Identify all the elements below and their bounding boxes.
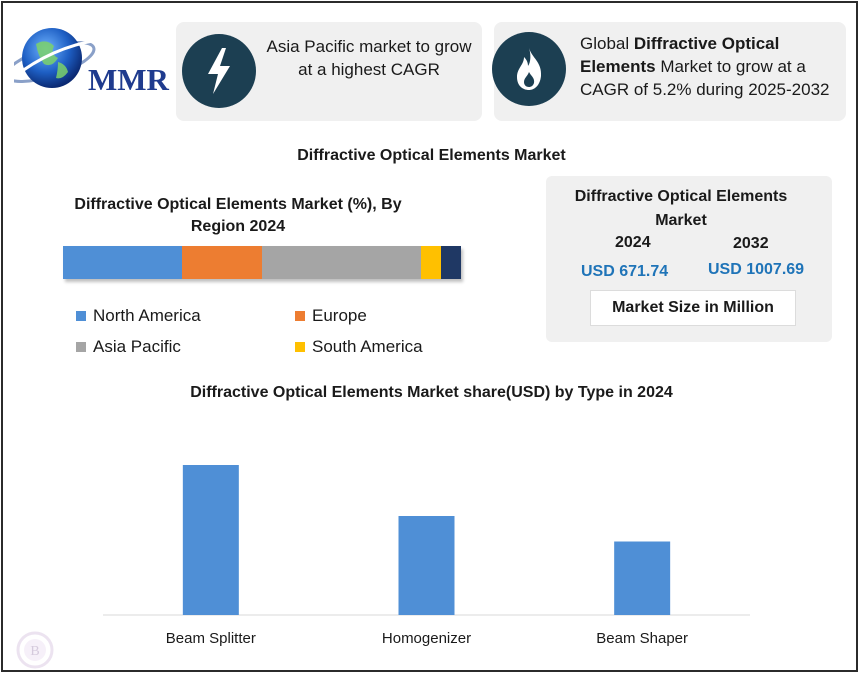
region-stacked-bar — [63, 246, 461, 279]
mmr-logo — [14, 28, 99, 88]
stack-segment-3 — [421, 246, 442, 279]
card1-text: Asia Pacific market to grow at a highest… — [266, 37, 472, 79]
region-chart-title: Diffractive Optical Elements Market (%),… — [48, 194, 428, 238]
legend-label: Asia Pacific — [93, 337, 181, 356]
region-title-line1: Diffractive Optical Elements Market (%),… — [74, 196, 402, 213]
market-size-card: Diffractive Optical Elements Market 2024… — [546, 176, 832, 342]
legend-swatch — [295, 342, 305, 352]
type-chart-title: Diffractive Optical Elements Market shar… — [190, 384, 673, 401]
category-label: Beam Splitter — [166, 630, 256, 647]
legend-swatch — [295, 311, 305, 321]
card2-prefix: Global — [580, 34, 634, 53]
logo-text: MMR — [88, 62, 169, 97]
main-title: Diffractive Optical Elements Market — [297, 147, 566, 164]
card2-bold: Diffractive Optical Elements — [580, 34, 780, 76]
year-2024: 2024 — [615, 234, 651, 251]
flame-icon — [492, 32, 566, 106]
stack-segment-4 — [441, 246, 461, 279]
legend-item-asia-pacific: Asia Pacific — [76, 337, 181, 357]
bar-beam-shaper — [614, 541, 671, 615]
legend-label: South America — [312, 337, 423, 356]
market-size-title-line1: Diffractive Optical Elements — [574, 188, 788, 205]
bar-homogenizer — [398, 516, 455, 615]
legend-swatch — [76, 342, 86, 352]
market-size-title: Diffractive Optical Elements Market — [546, 185, 816, 233]
year-2032: 2032 — [733, 235, 769, 252]
svg-text:B: B — [30, 644, 39, 659]
category-label: Homogenizer — [382, 630, 471, 647]
value-2032: USD 1007.69 — [708, 261, 805, 278]
legend-label: Europe — [312, 306, 367, 325]
market-size-label: Market Size in Million — [590, 290, 796, 326]
stack-segment-1 — [182, 246, 262, 279]
watermark-logo: B — [16, 631, 54, 669]
market-size-title-line2: Market — [655, 212, 707, 229]
stack-segment-0 — [63, 246, 183, 279]
legend-item-europe: Europe — [295, 306, 367, 326]
category-label: Beam Shaper — [596, 630, 688, 647]
region-title-line2: Region 2024 — [190, 218, 286, 235]
bar-beam-splitter — [182, 465, 239, 615]
lightning-icon — [182, 34, 256, 108]
stack-segment-2 — [261, 246, 422, 279]
legend-item-south-america: South America — [295, 337, 423, 357]
legend-swatch — [76, 311, 86, 321]
legend-item-north-america: North America — [76, 306, 201, 326]
card2-suffix: Market to grow at a CAGR of 5.2% during … — [580, 57, 830, 99]
highlight-card-global: Global Diffractive Optical Elements Mark… — [492, 22, 846, 121]
highlight-card-cagr: Asia Pacific market to grow at a highest… — [176, 22, 482, 121]
value-2024: USD 671.74 — [581, 263, 669, 280]
legend-label: North America — [93, 306, 201, 325]
card2-text: Global Diffractive Optical Elements Mark… — [580, 32, 842, 101]
